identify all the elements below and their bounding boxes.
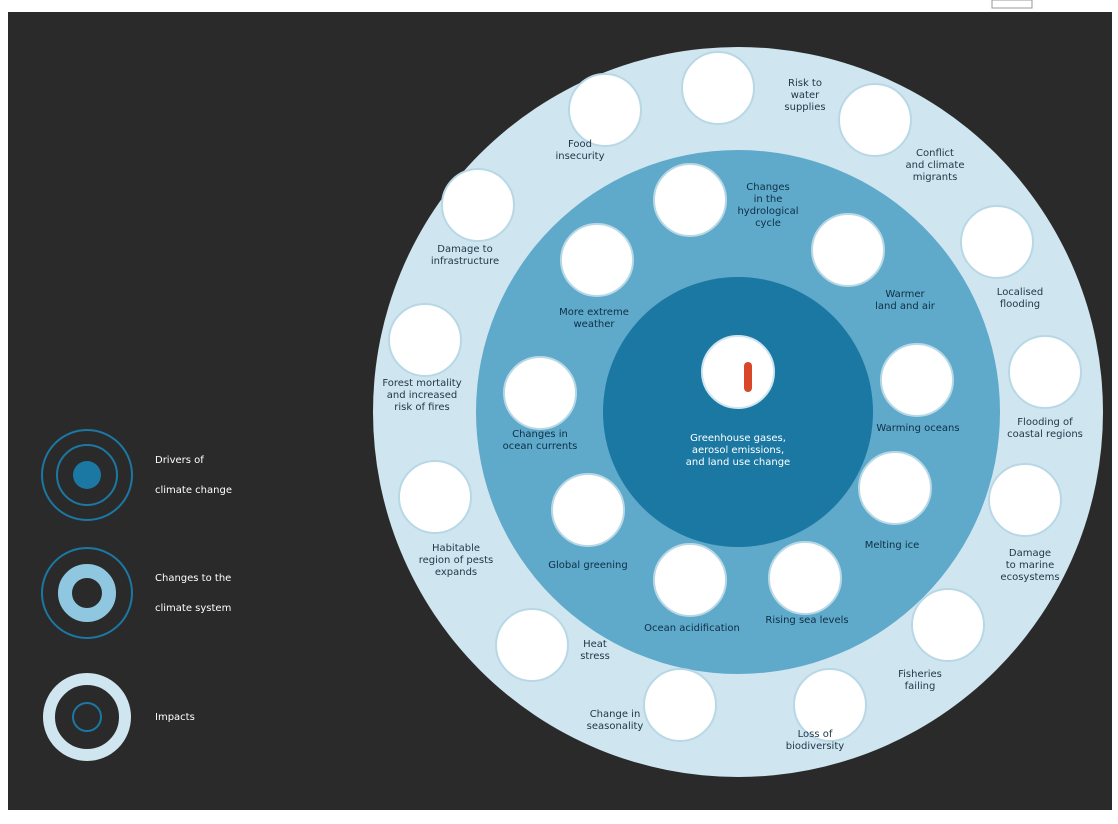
text-line: and climate <box>906 160 965 171</box>
text-line: failing <box>905 681 936 692</box>
text-line: More extreme <box>559 307 629 318</box>
icon <box>682 52 754 124</box>
text-line: Global greening <box>548 560 627 571</box>
text-line: Changes <box>746 182 790 193</box>
text-line: ecosystems <box>1000 572 1059 583</box>
climate-system-label: Melting ice <box>865 540 920 551</box>
legend-label: Impacts <box>155 712 195 723</box>
icon <box>389 304 461 376</box>
text-line: hydrological <box>737 206 798 217</box>
icon <box>702 336 774 408</box>
icon <box>859 452 931 524</box>
text-line: climate system <box>155 603 231 614</box>
text-line: Heat <box>583 639 607 650</box>
icon <box>561 224 633 296</box>
climate-system-label: Ocean acidification <box>644 623 740 634</box>
text-line: water <box>791 90 820 101</box>
text-line: Localised <box>997 287 1043 298</box>
text-line: Food <box>568 139 592 150</box>
text-line: Conflict <box>916 148 954 159</box>
text-line: risk of fires <box>394 402 449 413</box>
text-line: region of pests <box>419 555 493 566</box>
text-line: expands <box>435 567 477 578</box>
icon <box>552 474 624 546</box>
text-line: ocean currents <box>503 441 578 452</box>
icon <box>399 461 471 533</box>
text-line: Rising sea levels <box>765 615 848 626</box>
text-line: Drivers of <box>155 455 204 466</box>
text-line: infrastructure <box>431 256 499 267</box>
text-line: stress <box>580 651 610 662</box>
climate-system-label: Warming oceans <box>876 423 959 434</box>
text-line: Changes to the <box>155 573 231 584</box>
icon <box>442 169 514 241</box>
icon <box>989 464 1061 536</box>
text-line: flooding <box>1000 299 1040 310</box>
icon <box>881 344 953 416</box>
climate-system-label: Global greening <box>548 560 627 571</box>
legend-icon <box>73 461 101 489</box>
icon-thermometer <box>744 362 752 392</box>
icon <box>496 609 568 681</box>
text-line: Impacts <box>155 712 195 723</box>
icon <box>961 206 1033 278</box>
text-line: Risk to <box>788 78 822 89</box>
text-line: weather <box>574 319 616 330</box>
icon <box>1009 336 1081 408</box>
text-line: and land use change <box>686 457 790 468</box>
text-line: migrants <box>913 172 958 183</box>
screenshot: Drivers of climate change Changes to the cl… <box>0 0 1118 820</box>
text-line: Greenhouse gases, <box>690 433 786 444</box>
icon <box>839 84 911 156</box>
icon <box>504 357 576 429</box>
climate-system-label: Rising sea levels <box>765 615 848 626</box>
text-line: Melting ice <box>865 540 920 551</box>
text-line: climate change <box>155 485 232 496</box>
climate-system-label: Changes inocean currents <box>503 429 578 452</box>
text-line: Ocean acidification <box>644 623 740 634</box>
window-control[interactable] <box>992 0 1032 8</box>
text-line: to marine <box>1006 560 1054 571</box>
icon <box>569 74 641 146</box>
text-line: in the <box>754 194 783 205</box>
text-line: Change in <box>590 709 641 720</box>
icon <box>912 589 984 661</box>
text-line: Damage to <box>437 244 492 255</box>
text-line: coastal regions <box>1007 429 1083 440</box>
text-line: Warmer <box>885 289 925 300</box>
text-line: Forest mortality <box>382 378 461 389</box>
text-line: and increased <box>387 390 458 401</box>
text-line: Flooding of <box>1017 417 1073 428</box>
icon <box>654 164 726 236</box>
icon <box>654 544 726 616</box>
text-line: cycle <box>755 218 781 229</box>
text-line: aerosol emissions, <box>692 445 784 456</box>
icon <box>769 542 841 614</box>
icon <box>644 669 716 741</box>
text-line: Fisheries <box>898 669 942 680</box>
impact-label: Flooding ofcoastal regions <box>1007 417 1083 440</box>
center-label: Greenhouse gases,aerosol emissions,and l… <box>686 433 790 468</box>
text-line: Damage <box>1009 548 1051 559</box>
text-line: seasonality <box>587 721 644 732</box>
text-line: biodiversity <box>786 741 844 752</box>
text-line: supplies <box>784 102 825 113</box>
text-line: land and air <box>875 301 936 312</box>
drivers-circle <box>603 277 873 547</box>
text-line: Habitable <box>432 543 480 554</box>
text-line: Changes in <box>512 429 568 440</box>
text-line: Loss of <box>798 729 833 740</box>
text-line: insecurity <box>555 151 604 162</box>
text-line: Warming oceans <box>876 423 959 434</box>
icon <box>812 214 884 286</box>
